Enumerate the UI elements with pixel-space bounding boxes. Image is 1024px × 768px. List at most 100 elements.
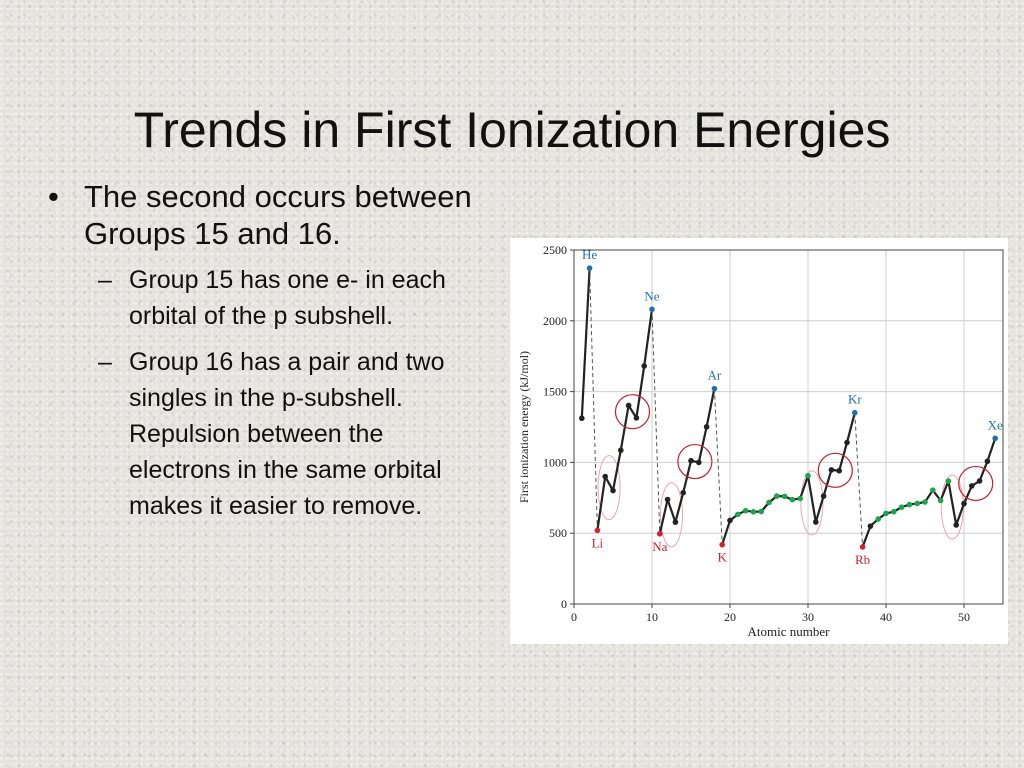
series-segment [806,475,817,523]
series-segment [697,426,708,463]
bullet-marker: • [48,179,59,214]
chart-svg: 0 500 1000 1500 2000 2500 0 10 20 30 40 50 Atomic nu… [517,243,1004,639]
data-point [930,487,936,493]
data-point [820,493,827,499]
series-segment [845,412,856,443]
highlight-circle [614,394,651,430]
data-point [688,457,694,464]
data-point [945,478,952,484]
x-tick-label: 0 [571,610,577,624]
data-point [875,516,881,522]
data-point [641,363,647,369]
x-tick-label: 50 [958,610,970,624]
y-tick-label: 1000 [543,455,567,469]
data-point [891,508,897,515]
data-point [867,523,874,529]
data-point [969,483,975,489]
data-point [937,497,944,504]
data-point [836,467,842,474]
data-point [727,517,733,524]
data-point [664,496,671,503]
series-segment [955,503,966,526]
x-axis-label: Atomic number [748,624,831,639]
data-point [696,459,702,466]
sub-bullet-item: – Group 15 has one e- in each orbital of… [40,262,479,334]
data-point [742,507,749,514]
series-segment [986,437,997,462]
element-label: Xe [988,417,1003,432]
plot-frame [573,249,1004,605]
data-point [961,500,967,507]
series-segment [939,480,950,501]
data-point [633,415,640,421]
data-point [758,508,764,515]
data-point [586,265,593,271]
bullet-item: • The second occurs between Groups 15 an… [40,178,504,252]
element-label: K [718,550,728,565]
sub-bullet-item: – Group 16 has a pair and two singles in… [40,344,479,524]
series-segment [838,442,849,472]
data-point [711,385,718,392]
data-point [898,504,905,510]
bullet-text: The second occurs between Groups 15 and … [84,179,472,251]
y-tick-label: 500 [549,526,567,540]
element-label: Rb [855,552,870,567]
series-segment [947,480,958,526]
series-segment [799,475,810,499]
data-point [766,499,772,506]
sub-bullet-text: Group 15 has one e- in each orbital of t… [129,266,446,330]
data-point [813,519,819,525]
data-point [992,435,998,442]
element-label: Na [652,539,667,554]
series-segment [666,499,677,523]
y-axis-label: First ionization energy (kJ/mol) [517,351,531,503]
data-point [859,544,866,550]
data-point [703,424,710,430]
data-point [828,467,835,473]
series-segment [596,476,607,531]
data-point [594,527,601,534]
element-label: Kr [848,392,862,407]
series-segment [721,520,732,546]
data-point [906,501,913,508]
data-point [719,541,725,548]
data-point [922,499,928,505]
series-segment [978,460,989,482]
series-segment [635,365,646,419]
data-point [914,500,920,507]
data-point [750,509,757,515]
data-point [797,495,803,502]
data-point [672,519,679,525]
series-segment [674,492,685,523]
highlight-ellipse-faint [800,470,824,536]
data-point [976,478,983,484]
drop-line [651,309,661,534]
bullet-list: • The second occurs between Groups 15 an… [40,178,500,524]
data-point [953,522,959,528]
drop-line [589,268,598,531]
slide-title: Trends in First Ionization Energies [133,102,891,158]
data-point [649,306,655,313]
data-point [852,409,858,416]
y-tick-label: 2000 [543,314,567,328]
series-segment [643,309,654,367]
data-point [610,487,616,494]
y-tick-label: 1500 [543,385,567,399]
series-segment [611,450,622,491]
data-point [984,458,991,465]
drop-line [713,388,723,545]
highlight-circle [958,465,994,502]
y-tick-label: 2500 [543,243,567,257]
data-point [774,493,780,499]
data-point [883,510,889,517]
series-segment [814,495,825,523]
series-segment [962,485,973,505]
drop-line [854,412,864,547]
element-label: Li [592,535,604,550]
data-point [735,511,741,518]
sub-bullet-marker: – [98,266,112,294]
series-segment [861,525,872,548]
highlight-ellipse-faint [597,455,621,521]
data-point [789,496,796,503]
series-segment [822,469,833,497]
